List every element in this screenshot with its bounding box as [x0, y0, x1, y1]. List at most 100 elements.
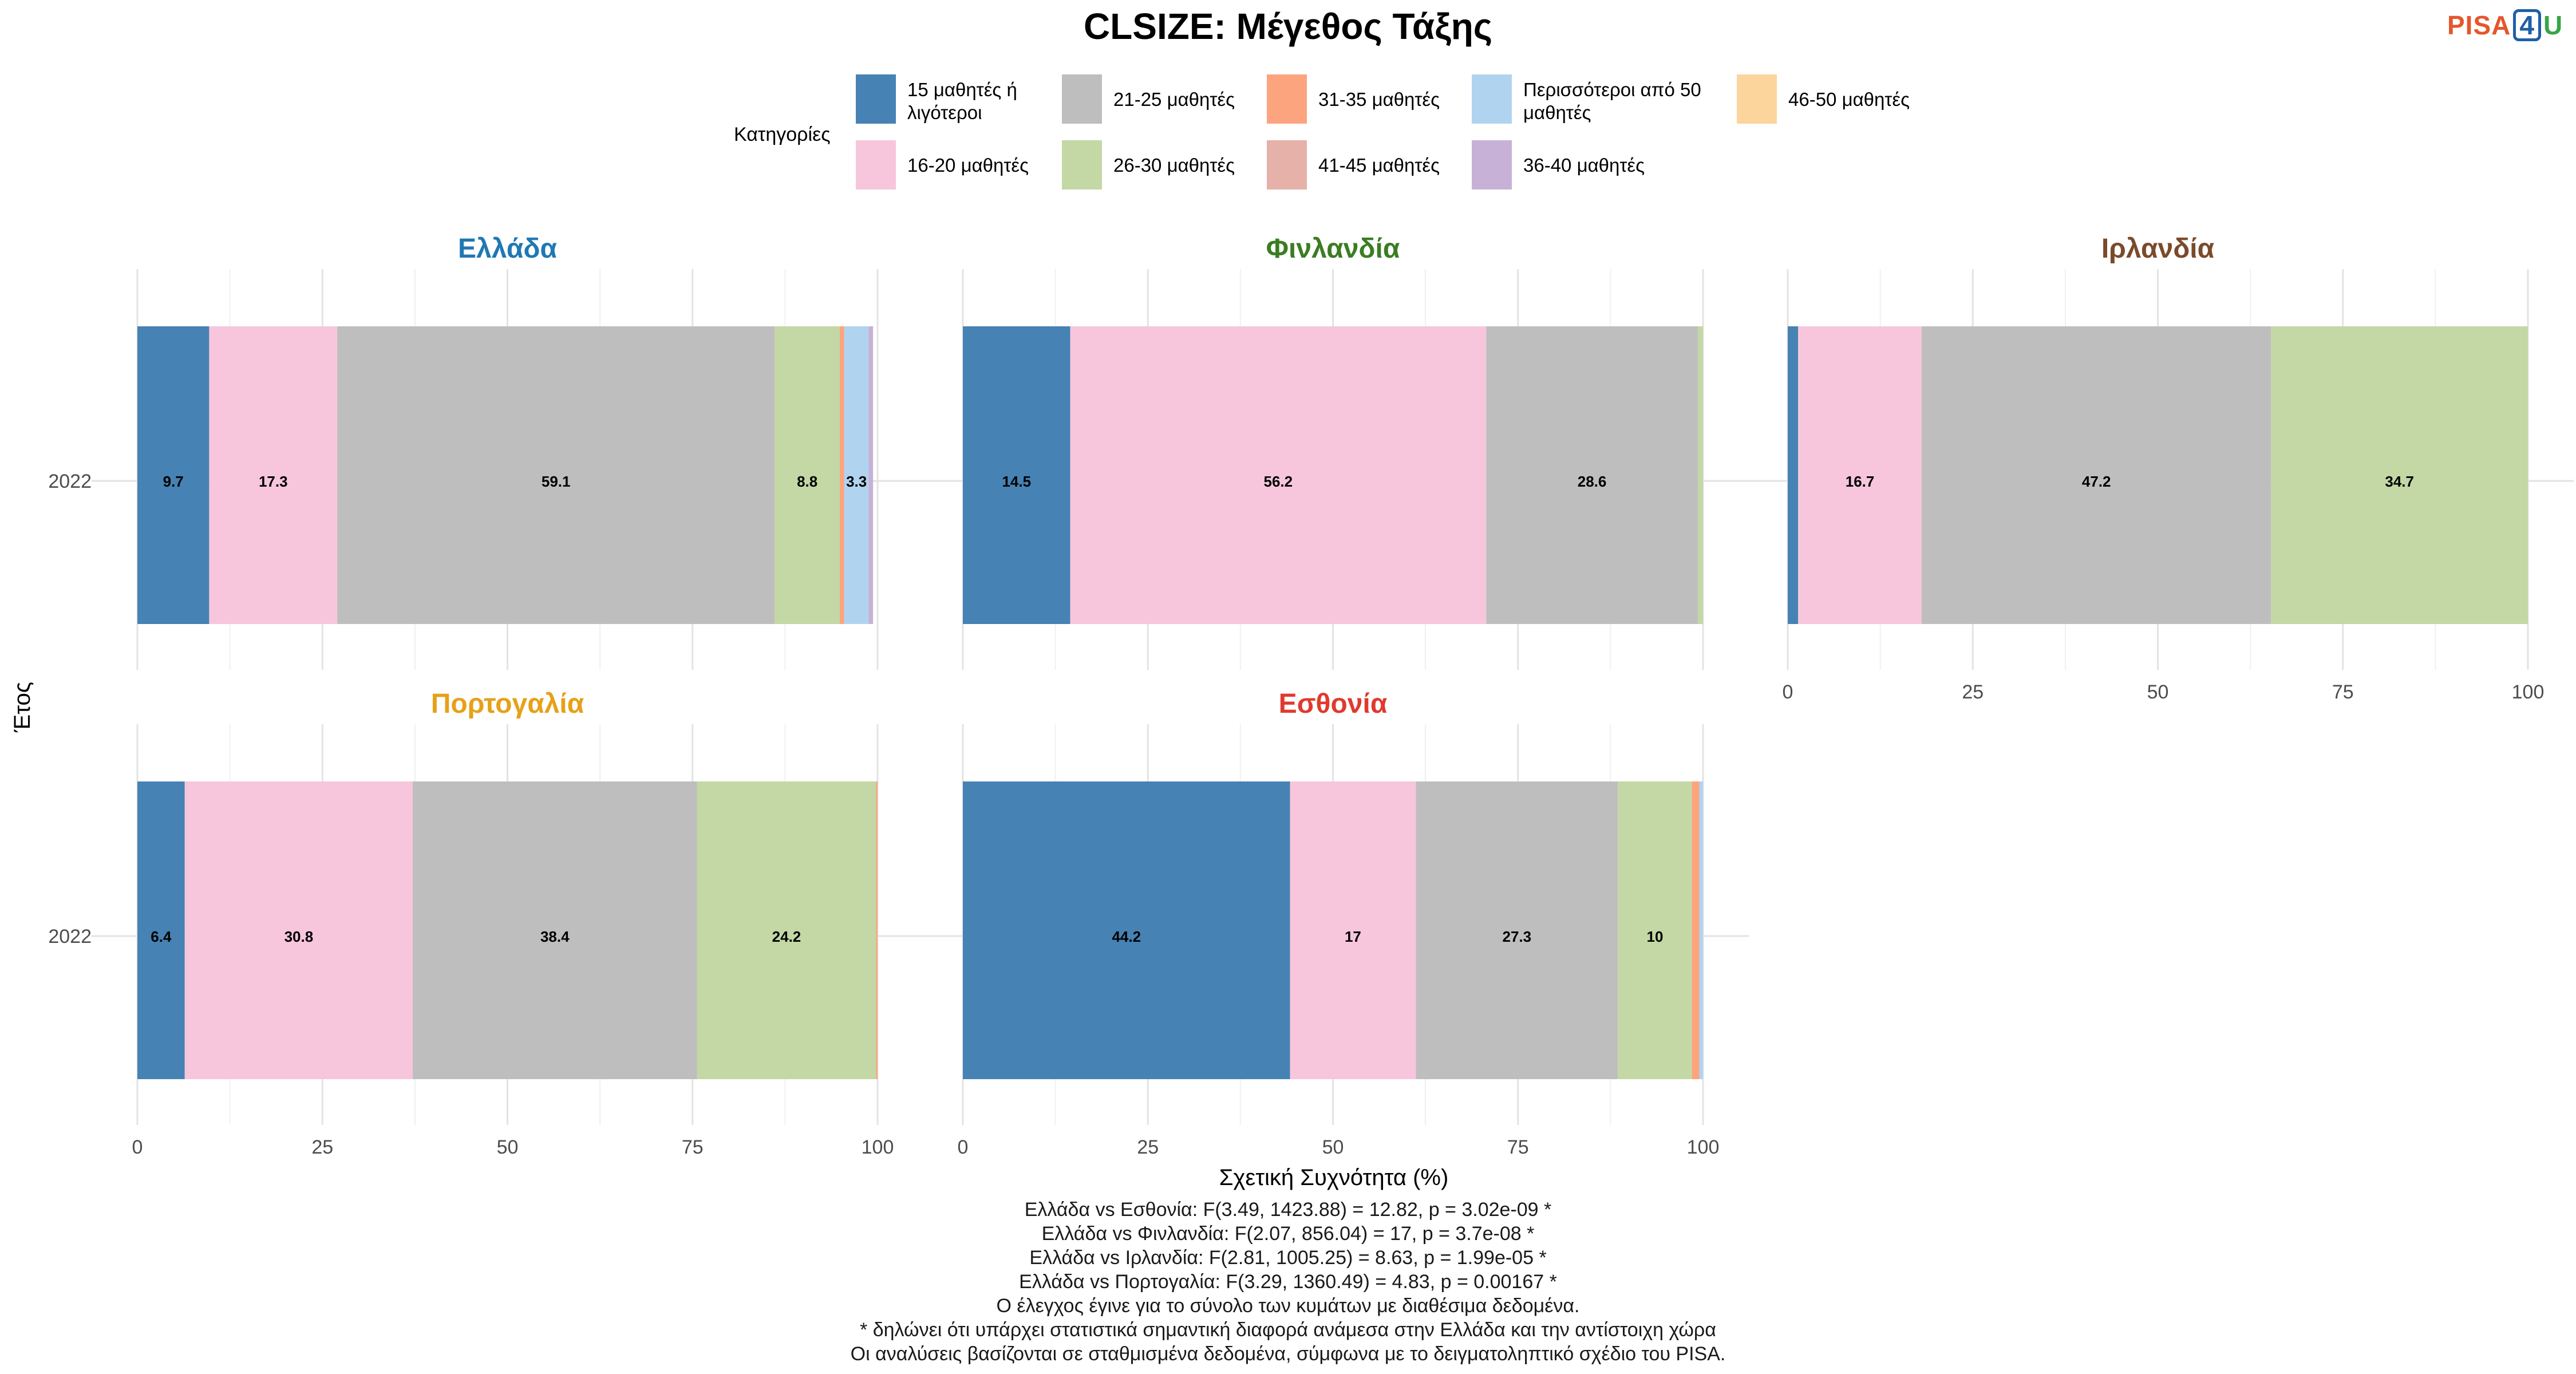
legend-swatch — [856, 74, 896, 124]
x-tick-label: 75 — [1507, 1136, 1529, 1158]
panel-title: Πορτογαλία — [431, 689, 584, 719]
legend-item: 41-45 μαθητές — [1267, 140, 1440, 189]
y-axis-label: Έτος — [10, 682, 35, 733]
bar-segment — [2271, 326, 2528, 624]
legend-label: 36-40 μαθητές — [1523, 155, 1645, 176]
data-label: 27.3 — [1503, 928, 1532, 945]
bar-segment — [1486, 326, 1698, 624]
data-label: 6.4 — [151, 928, 172, 945]
legend-swatch — [1737, 74, 1777, 124]
bar-segment — [1416, 781, 1618, 1079]
y-tick-label: 2022 — [48, 471, 92, 492]
x-tick-label: 100 — [862, 1136, 894, 1158]
data-label: 16.7 — [1846, 473, 1875, 490]
footnotes: Ελλάδα vs Εσθονία: F(3.49, 1423.88) = 12… — [0, 1198, 2576, 1366]
legend-label: μαθητές — [1523, 102, 1591, 123]
legend-label: 46-50 μαθητές — [1788, 89, 1910, 110]
bar-segment — [1692, 781, 1700, 1079]
legend-title: Κατηγορίες — [734, 124, 831, 145]
x-tick-label: 50 — [497, 1136, 519, 1158]
legend-swatch — [856, 140, 896, 189]
data-label: 17 — [1345, 928, 1361, 945]
legend-label: λιγότεροι — [907, 102, 982, 123]
bar-segment — [1788, 326, 1799, 624]
data-label: 38.4 — [540, 928, 570, 945]
data-label: 34.7 — [2385, 473, 2414, 490]
footnote-line: Ελλάδα vs Πορτογαλία: F(3.29, 1360.49) =… — [1019, 1271, 1557, 1293]
class-size-chart: CLSIZE: Μέγεθος Τάξης Κατηγορίες 15 μαθητ… — [10, 6, 2574, 1190]
data-label: 24.2 — [772, 928, 801, 945]
legend-item: 46-50 μαθητές — [1737, 74, 1910, 124]
footnote-line: Ελλάδα vs Φινλανδία: F(2.07, 856.04) = 1… — [1041, 1223, 1535, 1245]
legend-swatch — [1062, 140, 1102, 189]
chart-title: CLSIZE: Μέγεθος Τάξης — [1084, 6, 1492, 47]
x-tick-label: 50 — [2147, 681, 2169, 703]
legend-swatch — [1267, 140, 1307, 189]
x-tick-label: 0 — [958, 1136, 969, 1158]
data-label: 9.7 — [163, 473, 184, 490]
data-label: 28.6 — [1578, 473, 1607, 490]
bar-segment — [1798, 326, 1922, 624]
x-tick-label: 50 — [1322, 1136, 1344, 1158]
bar-segment — [844, 326, 869, 624]
x-axis-label: Σχετική Συχνότητα (%) — [1219, 1165, 1449, 1190]
bar-segment — [963, 326, 1070, 624]
panel-3: Πορτογαλία 6.4 30.8 38.4 24.2 2022 0 25 50 75 100 — [48, 689, 923, 1158]
bar-segment — [868, 326, 874, 624]
bar-segment — [337, 326, 775, 624]
bar-segment — [137, 781, 185, 1079]
data-label: 47.2 — [2082, 473, 2111, 490]
data-label: 44.2 — [1112, 928, 1141, 945]
panel-title: Ιρλανδία — [2101, 234, 2215, 264]
bar-segment — [209, 326, 338, 624]
footnote-line: Οι αναλύσεις βασίζονται σε σταθμισμένα δ… — [850, 1343, 1726, 1365]
legend-item: 36-40 μαθητές — [1472, 140, 1645, 189]
x-tick-label: 100 — [1687, 1136, 1720, 1158]
legend-item: 31-35 μαθητές — [1267, 74, 1440, 124]
panel-0: Ελλάδα 9.7 17.3 59.1 8.8 3.3 2022 — [48, 234, 923, 670]
footnote-line: Ελλάδα vs Εσθονία: F(3.49, 1423.88) = 12… — [1024, 1199, 1552, 1221]
bar-segment — [1290, 781, 1416, 1079]
data-label: 56.2 — [1264, 473, 1293, 490]
legend-item: 16-20 μαθητές — [856, 140, 1029, 189]
legend-label: 16-20 μαθητές — [907, 155, 1029, 176]
legend-label: 41-45 μαθητές — [1318, 155, 1440, 176]
bar-segment — [184, 781, 413, 1079]
data-label: 14.5 — [1002, 473, 1031, 490]
legend-swatch — [1267, 74, 1307, 124]
x-tick-label: 25 — [1137, 1136, 1159, 1158]
panel-1: Φινλανδία 14.5 56.2 28.6 — [917, 234, 1749, 670]
bar-segment — [137, 326, 210, 624]
x-tick-label: 25 — [311, 1136, 333, 1158]
legend-label: 31-35 μαθητές — [1318, 89, 1440, 110]
data-label: 10 — [1646, 928, 1663, 945]
bar-segment — [1697, 326, 1703, 624]
bar-segment — [412, 781, 697, 1079]
x-tick-label: 0 — [1783, 681, 1793, 703]
legend-label: 15 μαθητές ή — [907, 79, 1017, 100]
legend-item: 26-30 μαθητές — [1062, 140, 1235, 189]
legend-swatch — [1062, 74, 1102, 124]
panel-title: Εσθονία — [1279, 689, 1388, 719]
x-tick-label: 0 — [132, 1136, 143, 1158]
logo-pisa-text: PISA — [2447, 10, 2511, 40]
bar-segment — [840, 326, 844, 624]
footnote-line: Ο έλεγχος έγινε για το σύνολο των κυμάτω… — [996, 1295, 1580, 1317]
data-label: 17.3 — [259, 473, 288, 490]
x-tick-label: 100 — [2512, 681, 2545, 703]
footnote-line: * δηλώνει ότι υπάρχει στατιστικά σημαντι… — [860, 1319, 1716, 1341]
y-tick-label: 2022 — [48, 926, 92, 947]
panel-title: Φινλανδία — [1266, 234, 1400, 264]
legend-swatch — [1472, 140, 1512, 189]
bar-segment — [1070, 326, 1487, 624]
legend-item: 21-25 μαθητές — [1062, 74, 1235, 124]
bar-segment — [1618, 781, 1692, 1079]
data-label: 59.1 — [542, 473, 571, 490]
logo-four-text: 4 — [2513, 9, 2541, 41]
logo-u-text: U — [2543, 10, 2563, 40]
data-label: 30.8 — [285, 928, 314, 945]
x-tick-label: 75 — [682, 1136, 704, 1158]
